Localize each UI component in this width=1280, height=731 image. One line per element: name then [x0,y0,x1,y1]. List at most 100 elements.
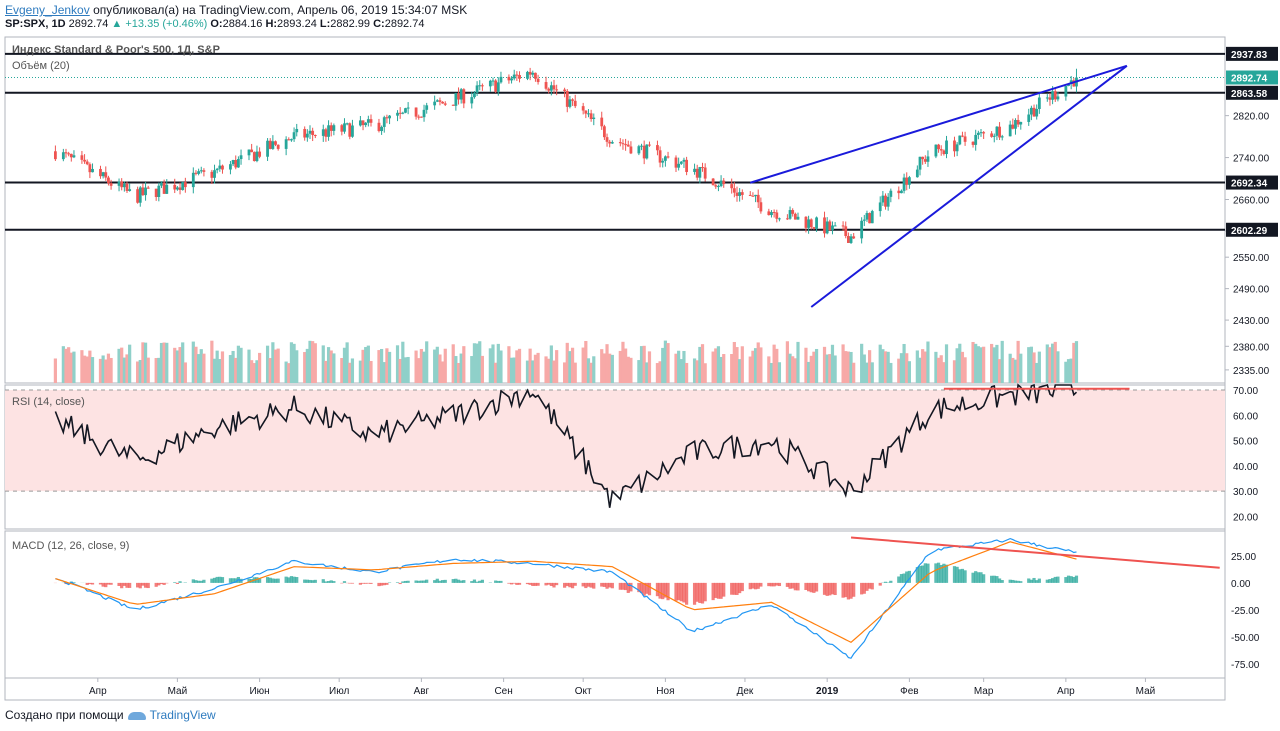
candle-body [918,156,922,170]
volume-bar [860,343,864,383]
volume-bar [1072,342,1076,383]
rsi-tick-label: 40.00 [1233,462,1258,473]
macd-histogram-bar [1053,576,1057,583]
volume-bar [642,345,646,383]
macd-histogram-bar [849,582,853,599]
time-tick-label: Ноя [656,686,674,697]
volume-bar [769,362,774,383]
volume-bar [719,356,723,383]
volume-bar [814,348,819,383]
volume-bar [748,356,752,383]
volume-bar [1035,362,1039,383]
level-tag: 2692.34 [1231,179,1268,190]
macd-histogram-bar [287,577,291,583]
volume-bar [663,340,667,383]
macd-histogram-bar [586,582,591,587]
level-tag: 2937.83 [1231,50,1268,61]
candle-body [1000,136,1004,138]
volume-bar [255,360,259,383]
candle-body [772,212,776,214]
candle-body [770,212,773,216]
macd-histogram-bar [825,582,829,596]
level-tag-bg [1226,222,1278,237]
price-axis[interactable]: 2335.002380.002430.002490.002550.002600.… [1225,46,1278,377]
candle-body [884,195,887,207]
macd-histogram-bar [101,582,105,587]
macd-histogram-bar [536,582,540,586]
macd-histogram-bar [311,580,315,583]
volume-bar [141,342,145,383]
volume-bar [990,343,994,383]
volume-bar [67,347,71,383]
tradingview-link[interactable]: TradingView [149,708,216,722]
volume-bar [889,362,893,383]
macd-histogram-bar [273,578,278,583]
candle-body [589,113,593,120]
volume-bar [586,358,591,383]
candle-body [125,183,129,191]
volume-bar [533,354,538,383]
macd-histogram-bar [438,580,442,583]
volume-bar [364,347,368,383]
macd-histogram-bar [584,582,588,589]
volume-bar [886,351,890,383]
candle-body [695,168,699,178]
macd-histogram-bar [496,580,500,583]
candle-body [645,144,649,159]
level-tag: 2602.29 [1231,226,1268,237]
volume-bar [305,348,309,383]
macd-histogram-bar [809,582,813,593]
candle-body [536,78,540,83]
macd-histogram-bar [422,580,426,583]
candle-body [1045,97,1049,99]
volume-bar [90,357,95,383]
macd-histogram-bar [531,582,535,586]
candle-body [992,135,996,137]
price-tick-label: 2740.00 [1233,154,1270,165]
candle-body [563,89,567,91]
volume-bar [348,362,352,383]
author-link[interactable]: Evgeny_Jenkov [5,3,90,17]
macd-histogram-bar [395,582,400,583]
time-axis[interactable]: Апр Май Июн Июл Авг Сен Окт Ноя Дек 2019 Фев Мар Апр… [89,678,1155,697]
candle-body [663,156,667,161]
macd-histogram-bar [899,574,904,583]
macd-histogram-bar [515,582,519,585]
macd-histogram-bar [775,582,779,586]
candle-body [313,135,317,137]
candle-body [385,117,389,119]
candle-body [841,225,845,227]
macd-histogram-bar [141,582,145,586]
macd-histogram-bar [329,580,333,583]
macd-histogram-bar [807,582,811,592]
candle-body [348,123,352,137]
volume-legend: Объём (20) [12,60,70,72]
candle-body [1016,119,1020,125]
macd-histogram-bar [72,582,76,583]
macd-histogram-bar [618,582,622,590]
volume-bar [658,361,662,383]
candle-body [441,101,445,104]
macd-histogram-bar [846,582,850,600]
candle-body [1035,108,1039,117]
volume-bar [677,350,681,383]
macd-histogram-bar [568,582,572,588]
macd-histogram-bar [982,574,986,583]
chart-canvas[interactable]: 20.00 30.00 40.00 50.00 60.00 70.00 -75.00 -50… [0,34,1280,702]
macd-histogram-bar [499,580,503,583]
volume-bar [528,348,532,383]
volume-bar [565,342,569,383]
macd-histogram-bar [629,582,633,592]
volume-bar [287,363,291,383]
candle-body [239,155,243,160]
candle-body [250,149,254,153]
volume-bar [655,363,660,383]
volume-bar [584,340,588,383]
macd-histogram-bar [265,577,270,583]
candle-body [255,151,259,162]
candle-body [592,117,596,120]
volume-bar [716,346,721,383]
candle-body [218,165,222,169]
volume-bar [883,351,888,383]
volume-bar [804,347,808,383]
